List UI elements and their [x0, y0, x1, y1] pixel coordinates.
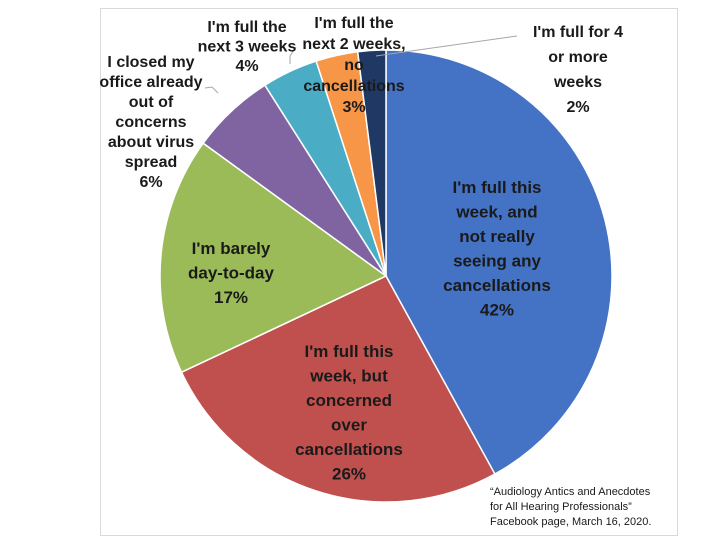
pie-slice	[180, 275, 496, 503]
slice-label: I closed my office already out of concerns a…	[99, 54, 202, 191]
pie-slices	[159, 49, 613, 503]
slice-value-label: 6%	[139, 174, 162, 191]
slice-label: I'm full for 4 or more weeks 2%	[533, 24, 623, 116]
slice-value-label: 4%	[235, 58, 258, 75]
slice-label: I'm full the next 3 weeks 4%	[198, 19, 297, 75]
slice-value-label: 3%	[342, 99, 365, 116]
slice-value-label: 42%	[480, 301, 514, 320]
pie-slice	[385, 49, 613, 476]
chart-frame	[100, 8, 678, 536]
pie-slice	[356, 49, 387, 277]
slice-label: I'm full this week, but concerned over cance…	[295, 342, 403, 484]
slice-value-label: 2%	[566, 99, 589, 116]
slice-value-label: 26%	[332, 465, 366, 484]
slice-label: I'm full the next 2 weeks, no cancellations…	[302, 15, 405, 116]
leader-line	[375, 35, 518, 57]
slice-label: I'm full this week, and not really seeing a…	[443, 178, 551, 320]
leader-line	[204, 86, 219, 94]
slice-value-label: 17%	[214, 288, 248, 307]
source-note: “Audiology Antics and Anecdotes for All H…	[490, 486, 651, 528]
leader-line	[289, 46, 297, 64]
pie-slice	[159, 142, 388, 374]
slice-label: I'm barely day-to-day 17%	[188, 239, 275, 307]
